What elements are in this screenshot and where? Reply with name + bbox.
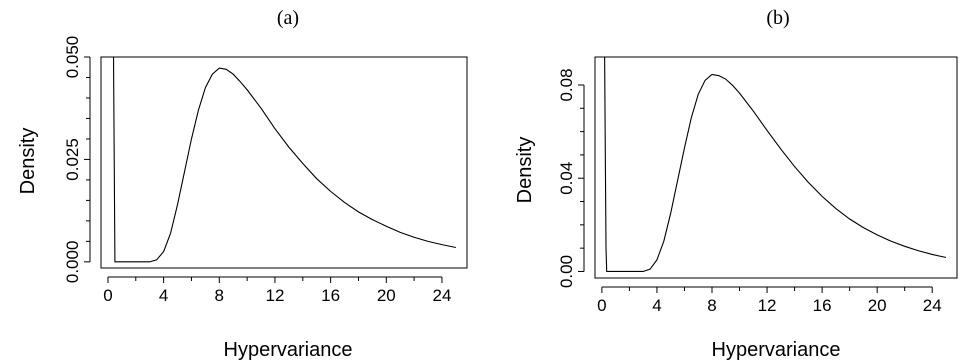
panel-b-x-tick-label: 0 bbox=[597, 296, 606, 315]
panel-b-series bbox=[601, 56, 947, 273]
panel-b-y-tick-label: 0.00 bbox=[557, 255, 576, 288]
panel-b-density-chart: (b) Hypervariance Density 0 4 8 12 16 20 24 0.… bbox=[514, 7, 958, 360]
panel-a-x-tick-label: 12 bbox=[265, 286, 284, 305]
panel-b-x-tick-label: 12 bbox=[758, 296, 777, 315]
panel-a-y-tick-label: 0.025 bbox=[63, 138, 82, 181]
panel-a-x-tick-label: 20 bbox=[377, 286, 396, 305]
panel-b-x-tick-label: 4 bbox=[652, 296, 661, 315]
panel-b-y-tick-label: 0.04 bbox=[557, 162, 576, 195]
panel-b-y-tick-label: 0.08 bbox=[557, 68, 576, 101]
panel-a-density-curve-0 bbox=[107, 56, 456, 263]
panel-a-density-chart: (a) Hypervariance Density 0 4 8 12 16 20 24 0.… bbox=[17, 7, 468, 360]
panel-a-x-axis: 0 4 8 12 16 20 24 bbox=[103, 276, 451, 305]
panel-b-x-tick-label: 8 bbox=[707, 296, 716, 315]
panel-b-x-tick-label: 20 bbox=[868, 296, 887, 315]
panel-b-density-curve-0 bbox=[601, 56, 947, 273]
panel-b-x-tick-label: 16 bbox=[813, 296, 832, 315]
panel-b-x-axis-title: Hypervariance bbox=[712, 339, 841, 360]
panel-a-series bbox=[107, 56, 456, 263]
panel-a-plot-frame bbox=[100, 56, 468, 269]
panel-b-y-axis: 0.00 0.04 0.08 bbox=[557, 68, 585, 288]
panel-a-x-tick-label: 4 bbox=[159, 286, 168, 305]
panel-b-x-tick-label: 24 bbox=[923, 296, 942, 315]
panel-a-x-tick-label: 16 bbox=[321, 286, 340, 305]
panel-a-title: (a) bbox=[277, 7, 299, 29]
panel-a-y-tick-label: 0.050 bbox=[63, 36, 82, 79]
panel-b-title: (b) bbox=[766, 7, 789, 29]
panel-a-x-axis-title: Hypervariance bbox=[224, 339, 353, 360]
panel-b-plot-frame bbox=[594, 56, 958, 279]
panel-a-y-axis-title: Density bbox=[17, 128, 39, 195]
panel-a-x-tick-label: 8 bbox=[215, 286, 224, 305]
panel-a-y-tick-label: 0.000 bbox=[63, 241, 82, 284]
panel-a-y-axis: 0.000 0.025 0.050 bbox=[63, 36, 91, 284]
panel-a-x-tick-label: 0 bbox=[103, 286, 112, 305]
panel-a-x-tick-label: 24 bbox=[432, 286, 451, 305]
panel-b-y-axis-title: Density bbox=[514, 137, 536, 204]
panel-b-x-axis: 0 4 8 12 16 20 24 bbox=[597, 286, 942, 315]
